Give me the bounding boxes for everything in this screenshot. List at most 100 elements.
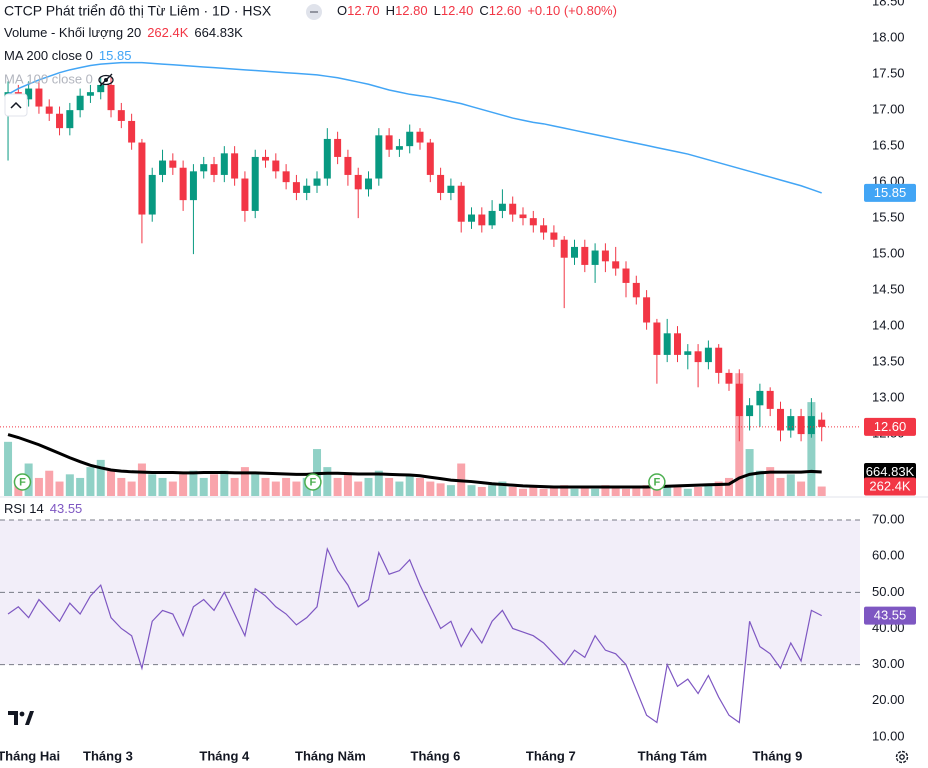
- ohlc-value: 12.60: [489, 3, 522, 18]
- candle-body: [179, 167, 187, 201]
- volume-bar: [86, 467, 95, 496]
- volume-bar: [179, 474, 188, 496]
- volume-bar: [240, 467, 249, 496]
- candle-body: [385, 135, 393, 150]
- rsi-tick-label: 10.00: [872, 728, 905, 743]
- ma200-marker-box: [864, 183, 916, 202]
- volume-bar: [776, 477, 785, 496]
- candle-body: [776, 408, 784, 431]
- candle-body: [468, 214, 476, 222]
- volume-bar: [817, 486, 826, 496]
- volume-bar: [745, 449, 754, 496]
- candle-body: [86, 92, 94, 96]
- volume-bar: [271, 481, 280, 496]
- candle-body: [519, 214, 527, 219]
- candle-body: [818, 419, 826, 427]
- volume-bar: [694, 486, 703, 496]
- rsi-band: [0, 520, 860, 665]
- volume-bar: [446, 485, 455, 496]
- candle-body: [612, 261, 620, 269]
- candle-body: [189, 171, 197, 201]
- volume-bar: [766, 467, 775, 496]
- candle-body: [406, 131, 414, 147]
- candle-body: [262, 156, 270, 161]
- ohlc-value: 12.70: [347, 3, 380, 18]
- volume-bar: [65, 474, 74, 496]
- time-tick-label: Tháng 4: [199, 748, 250, 763]
- volume-ma-line: [7, 433, 822, 489]
- candle-body: [365, 178, 373, 190]
- candle-body: [35, 88, 43, 107]
- candle-body: [509, 203, 517, 215]
- collapse-button[interactable]: [4, 93, 28, 117]
- price-tick-label: 14.50: [872, 282, 905, 297]
- candle-body: [715, 347, 723, 373]
- volume-ma-value: 664.83K: [194, 25, 243, 40]
- ohlc-key: L: [434, 3, 441, 18]
- volume-bar: [416, 477, 425, 496]
- price-tick-label: 15.50: [872, 210, 905, 225]
- candle-body: [488, 210, 496, 226]
- candle-body: [766, 390, 774, 409]
- candle-body: [632, 282, 640, 298]
- time-tick-label: Tháng Năm: [295, 748, 366, 763]
- candle-body: [591, 250, 599, 265]
- rsi-tick-label: 20.00: [872, 692, 905, 707]
- volume-bar: [560, 485, 569, 496]
- candle-body: [704, 347, 712, 363]
- volume-bar: [508, 486, 517, 496]
- volume-bar: [34, 477, 43, 496]
- candle-body: [303, 185, 311, 193]
- candle-body: [797, 416, 805, 435]
- volume-bar: [797, 481, 806, 496]
- candle-body: [220, 153, 228, 175]
- hidden-eye-icon[interactable]: [98, 73, 114, 87]
- candle-body: [56, 113, 64, 129]
- volume-bar: [323, 467, 332, 496]
- candle-body: [643, 297, 651, 323]
- visibility-toggle[interactable]: [306, 4, 322, 20]
- candle-body: [45, 106, 53, 114]
- volume-bar: [621, 488, 630, 496]
- candle-body: [684, 351, 692, 355]
- ohlc-legend: O12.70 H12.80 L12.40 C12.60 +0.10 (+0.80%): [337, 3, 617, 18]
- time-tick-label: Tháng 6: [411, 748, 461, 763]
- time-tick-label: Tháng 3: [83, 748, 133, 763]
- rsi-value: 43.55: [50, 501, 83, 516]
- volume-bar: [477, 486, 486, 496]
- candle-body: [746, 405, 754, 417]
- candle-body: [560, 239, 568, 258]
- time-tick-label: Tháng 7: [526, 748, 576, 763]
- candle-body: [807, 416, 815, 435]
- candle-body: [292, 182, 300, 193]
- price-tick-label: 18.00: [872, 30, 905, 45]
- price-tick-label: 15.00: [872, 246, 905, 261]
- candle-body: [622, 268, 630, 283]
- volume-bar: [663, 485, 672, 496]
- volume-marker-box: [864, 477, 916, 496]
- candle-body: [334, 138, 342, 157]
- candle-body: [272, 160, 280, 172]
- candle-body: [323, 138, 331, 179]
- event-label: F: [19, 476, 26, 488]
- legend-backdrop: [0, 0, 300, 22]
- volume-bar: [714, 481, 723, 496]
- volume-bar: [724, 477, 733, 496]
- ohlc-value: 12.80: [395, 3, 428, 18]
- volume-bar: [282, 477, 291, 496]
- tradingview-logo[interactable]: [8, 711, 34, 725]
- volume-bar: [76, 477, 85, 496]
- settings-gear[interactable]: [895, 750, 909, 764]
- candle-body: [210, 164, 218, 175]
- volume-bar: [673, 486, 682, 496]
- volume-bar: [539, 488, 548, 496]
- candle-body: [653, 322, 661, 355]
- volume-legend: Volume - Khối lượng 20 262.4K 664.83K: [4, 25, 243, 40]
- volume-marker-label: 262.4K: [869, 478, 911, 493]
- volume-bar: [45, 470, 54, 496]
- volume-bar: [127, 481, 136, 496]
- volume-bar: [591, 488, 600, 496]
- volume-bar: [168, 481, 177, 496]
- event-label: F: [654, 476, 661, 488]
